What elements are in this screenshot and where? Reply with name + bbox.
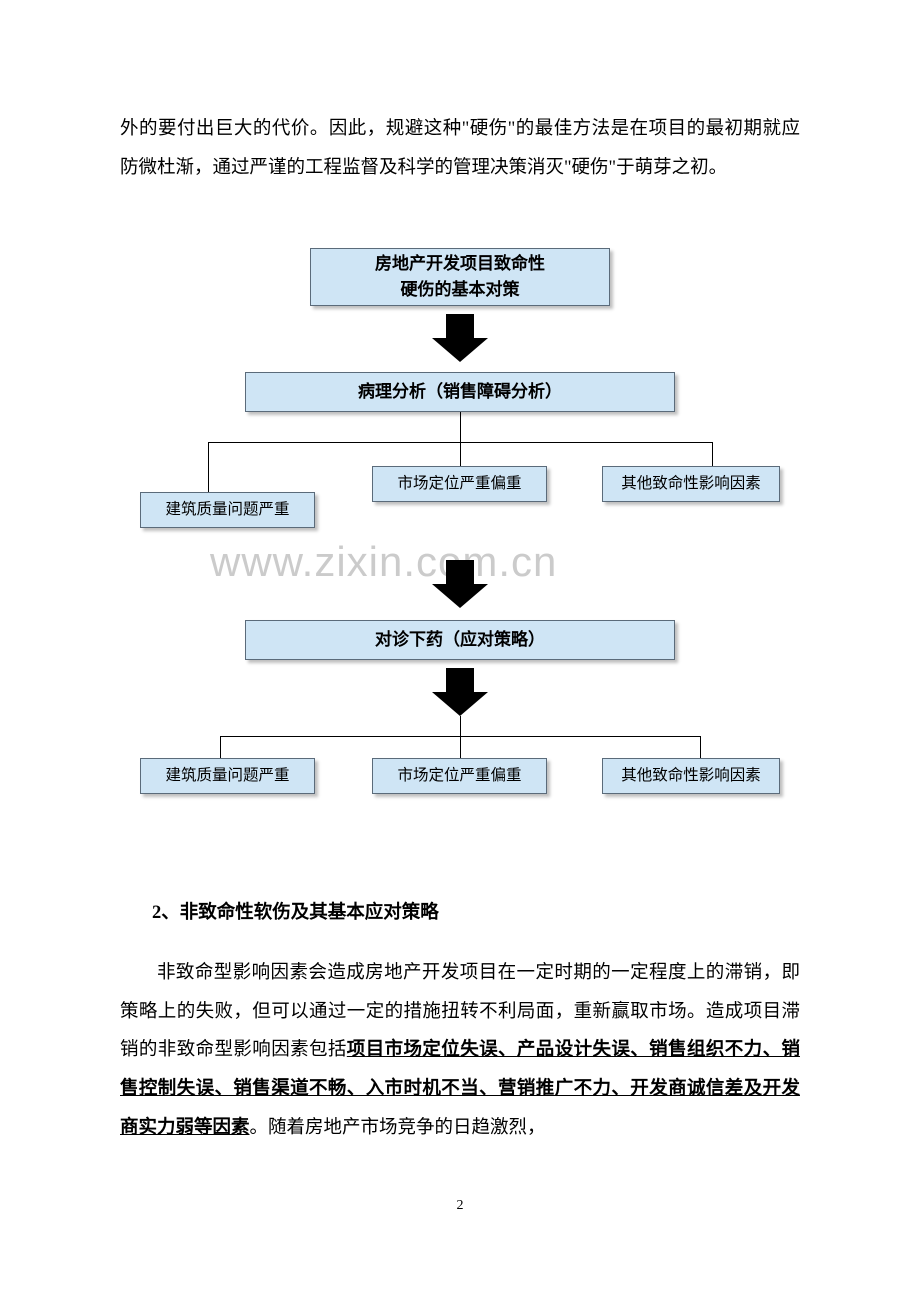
flow-connector <box>712 442 713 466</box>
watermark-text: www.zixin.com.cn <box>210 538 557 586</box>
flow-connector <box>460 442 461 466</box>
flow-node-row1-right: 其他致命性影响因素 <box>602 466 780 502</box>
flow-node-row2-left: 建筑质量问题严重 <box>140 758 315 794</box>
flow-node-row2-mid: 市场定位严重偏重 <box>372 758 547 794</box>
flow-node-top-line2: 硬伤的基本对策 <box>375 277 545 303</box>
flowchart-diagram: 房地产开发项目致命性 硬伤的基本对策 病理分析（销售障碍分析） 建筑质量问题严重… <box>140 248 780 828</box>
page-number: 2 <box>120 1198 800 1214</box>
flow-node-strategy: 对诊下药（应对策略） <box>245 620 675 660</box>
paragraph2-post: 。随着房地产市场竞争的日趋激烈， <box>250 1118 546 1138</box>
flow-node-analysis: 病理分析（销售障碍分析） <box>245 372 675 412</box>
flow-connector <box>460 736 461 758</box>
flow-node-row2-right: 其他致命性影响因素 <box>602 758 780 794</box>
flow-node-top: 房地产开发项目致命性 硬伤的基本对策 <box>310 248 610 306</box>
section-heading: 2、非致命性软伤及其基本应对策略 <box>152 898 800 924</box>
flow-node-row1-left: 建筑质量问题严重 <box>140 492 315 528</box>
flow-connector <box>220 736 221 758</box>
paragraph-body: 非致命型影响因素会造成房地产开发项目在一定时期的一定程度上的滞销，即策略上的失败… <box>120 954 800 1148</box>
flow-node-row1-mid: 市场定位严重偏重 <box>372 466 547 502</box>
flow-connector <box>700 736 701 758</box>
flow-node-top-line1: 房地产开发项目致命性 <box>375 251 545 277</box>
flow-connector <box>460 412 461 442</box>
paragraph-intro: 外的要付出巨大的代价。因此，规避这种"硬伤"的最佳方法是在项目的最初期就应防微杜… <box>120 110 800 188</box>
flow-connector <box>460 716 461 736</box>
flow-connector <box>208 442 209 492</box>
